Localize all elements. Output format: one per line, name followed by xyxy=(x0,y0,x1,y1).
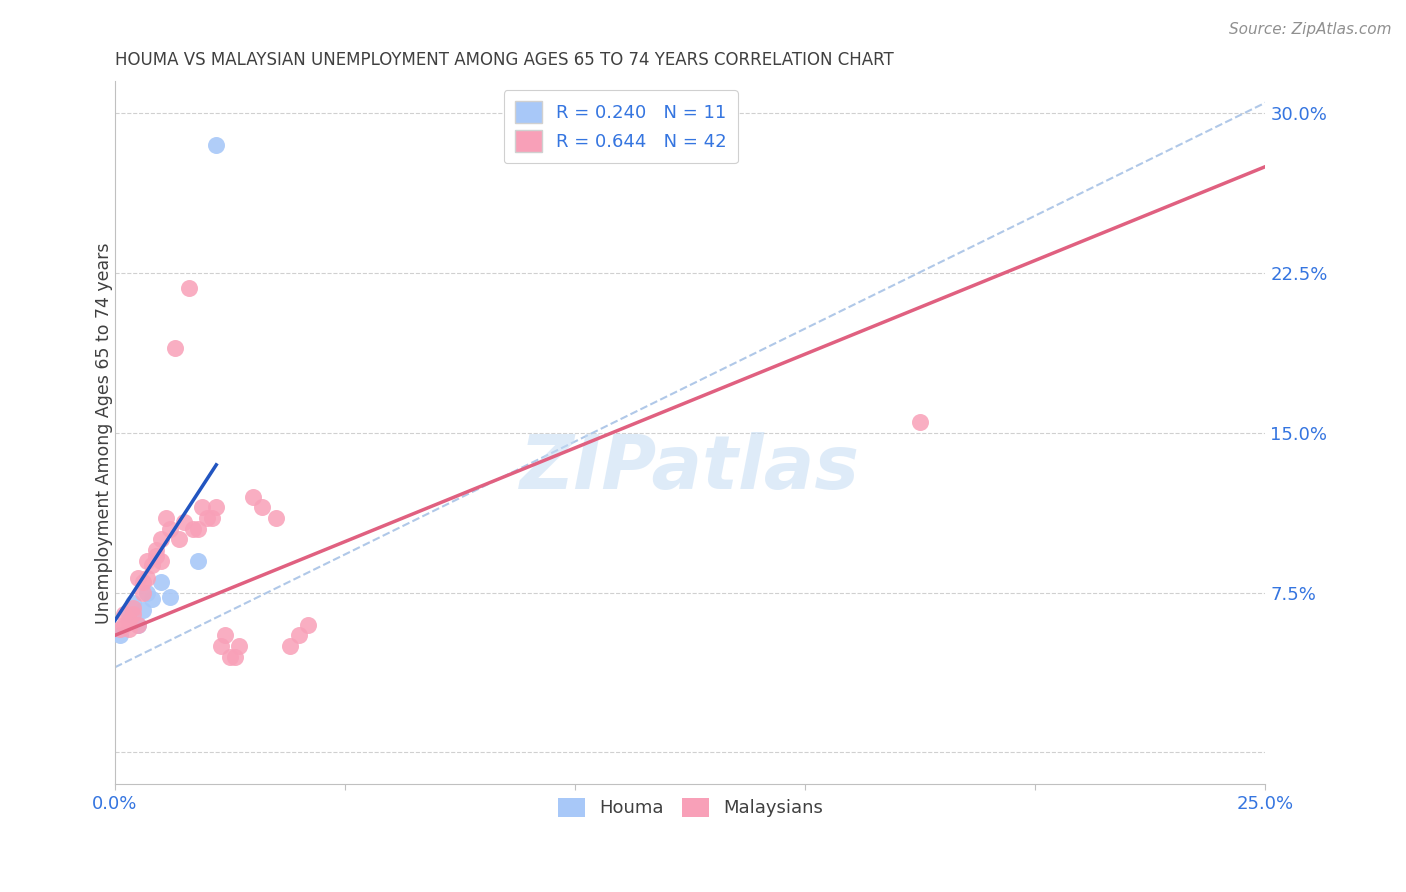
Point xyxy=(169,533,191,547)
Point xyxy=(910,415,932,429)
Point xyxy=(278,639,301,653)
Point xyxy=(108,622,131,636)
Point xyxy=(145,549,167,564)
Point xyxy=(136,571,159,585)
Point xyxy=(219,649,242,664)
Text: Source: ZipAtlas.com: Source: ZipAtlas.com xyxy=(1229,22,1392,37)
Point xyxy=(201,511,224,525)
Point xyxy=(141,592,163,607)
Point xyxy=(150,533,173,547)
Point xyxy=(224,649,246,664)
Point xyxy=(136,554,159,568)
Point xyxy=(127,617,149,632)
Point xyxy=(252,500,274,515)
Point xyxy=(264,511,287,525)
Point xyxy=(136,585,159,599)
Point xyxy=(209,639,232,653)
Point xyxy=(141,558,163,572)
Point xyxy=(288,628,311,642)
Point xyxy=(177,281,200,295)
Legend: Houma, Malaysians: Houma, Malaysians xyxy=(550,791,830,824)
Point xyxy=(112,607,135,621)
Point xyxy=(131,574,153,589)
Point xyxy=(145,543,167,558)
Point xyxy=(122,596,145,610)
Point xyxy=(150,554,173,568)
Point xyxy=(108,628,131,642)
Text: ZIPatlas: ZIPatlas xyxy=(520,432,860,505)
Point xyxy=(118,613,141,627)
Point xyxy=(228,639,250,653)
Point xyxy=(214,628,236,642)
Point xyxy=(112,617,135,632)
Point xyxy=(131,603,153,617)
Point xyxy=(118,607,141,621)
Point xyxy=(191,500,214,515)
Point xyxy=(118,622,141,636)
Point xyxy=(187,522,209,536)
Point xyxy=(173,516,195,530)
Point xyxy=(205,138,228,153)
Point xyxy=(195,511,218,525)
Point xyxy=(150,574,173,589)
Point xyxy=(122,607,145,621)
Point xyxy=(205,500,228,515)
Point xyxy=(163,341,186,355)
Point xyxy=(159,522,181,536)
Point xyxy=(181,522,204,536)
Point xyxy=(155,511,177,525)
Point xyxy=(187,554,209,568)
Point xyxy=(127,617,149,632)
Text: HOUMA VS MALAYSIAN UNEMPLOYMENT AMONG AGES 65 TO 74 YEARS CORRELATION CHART: HOUMA VS MALAYSIAN UNEMPLOYMENT AMONG AG… xyxy=(115,51,894,69)
Point xyxy=(159,590,181,604)
Y-axis label: Unemployment Among Ages 65 to 74 years: Unemployment Among Ages 65 to 74 years xyxy=(96,242,112,624)
Point xyxy=(242,490,264,504)
Point xyxy=(297,617,319,632)
Point xyxy=(122,600,145,615)
Point xyxy=(127,571,149,585)
Point xyxy=(131,585,153,599)
